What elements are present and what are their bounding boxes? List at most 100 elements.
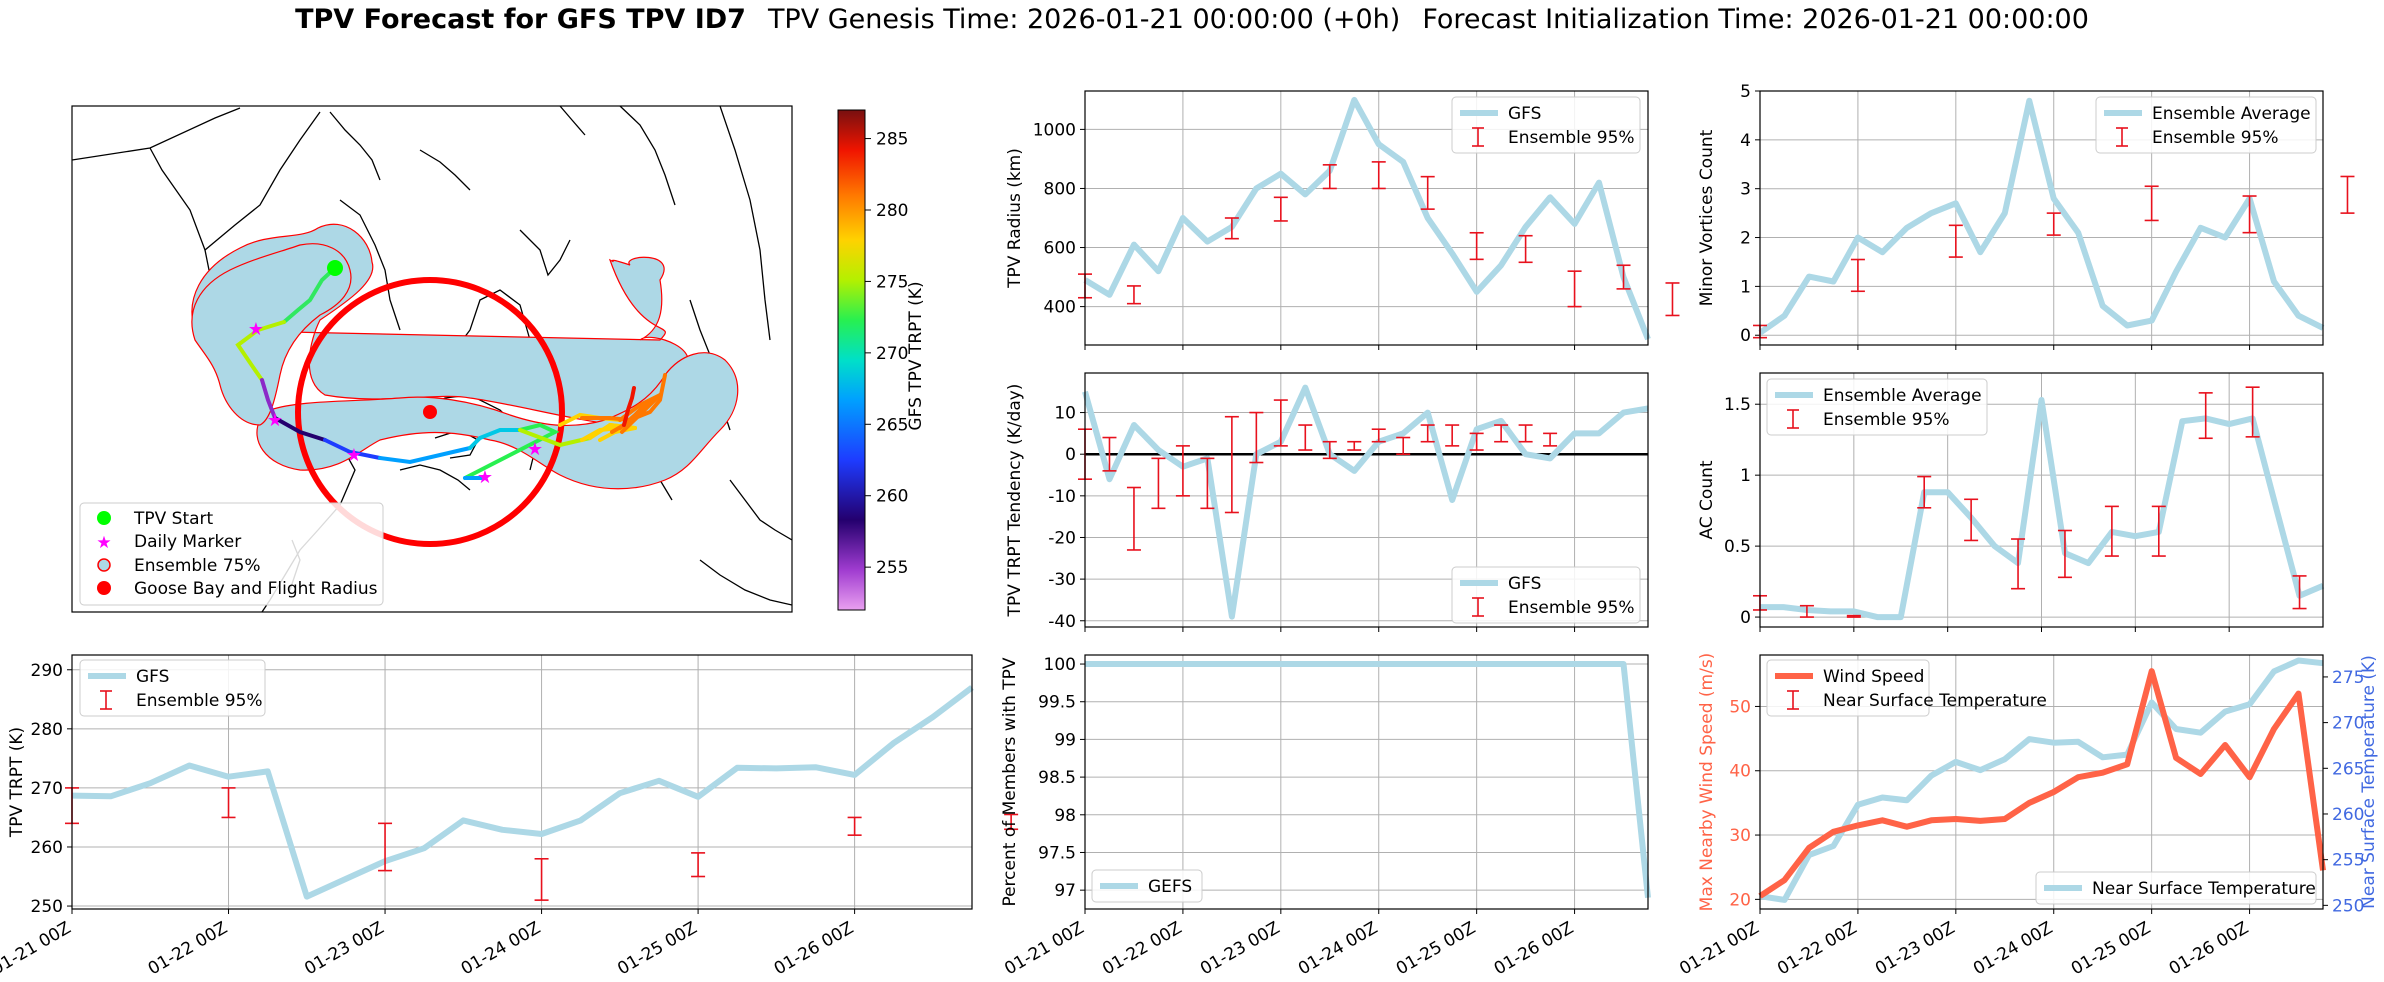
temperature-line xyxy=(1759,657,2324,903)
ensemble-errorbar xyxy=(1518,234,1533,264)
colorbar: 255 260 265 270 275 280 285 GFS TPV TRPT (K) xyxy=(837,109,926,611)
ensemble-errorbar xyxy=(221,787,236,819)
y2-tick-label: 255 xyxy=(2332,851,2364,871)
y-tick-label: 290 xyxy=(31,661,63,681)
y-tick-label: 50 xyxy=(1729,697,1751,717)
y-tick-label: 2 xyxy=(1740,229,1751,249)
y-tick-label: 3 xyxy=(1740,180,1751,200)
y-tick-label: 0 xyxy=(1740,326,1751,346)
y2-tick-label: 265 xyxy=(2332,759,2364,779)
ensemble-errorbar xyxy=(1298,424,1313,451)
colorbar-tick-label: 285 xyxy=(876,130,908,150)
ensemble-errorbar xyxy=(1420,175,1435,210)
x-tick-label: 01-21 00Z xyxy=(0,918,75,979)
series-line xyxy=(1082,384,1649,620)
radius-chart: 400 600 800 1000 TPV Radius (km) GFS Ensemble … xyxy=(1005,90,1680,350)
ensemble-errorbar xyxy=(1445,424,1460,447)
series-line xyxy=(1758,97,2325,336)
daily-marker: ★ xyxy=(477,467,493,488)
y2-tick-label: 275 xyxy=(2332,668,2364,688)
ensemble-errorbar xyxy=(1175,445,1190,497)
ensemble-errorbar xyxy=(2151,505,2166,557)
series-line xyxy=(1083,96,1651,341)
ensemble-errorbar xyxy=(1964,498,1979,542)
map-coastlines xyxy=(72,106,792,612)
ensemble-errorbar xyxy=(2292,575,2307,610)
y-tick-label: 800 xyxy=(1044,179,1076,199)
daily-marker: ★ xyxy=(267,410,283,431)
legend-box xyxy=(1451,566,1641,624)
x-tick-label: 01-25 00Z xyxy=(2068,918,2154,979)
colorbar-label: GFS TPV TRPT (K) xyxy=(906,281,926,430)
ensemble-errorbar xyxy=(1396,436,1411,455)
y-axis-label: Percent of Members with TPV xyxy=(1000,657,1020,906)
x-tick-label: 01-22 00Z xyxy=(145,918,231,979)
ensemble-errorbar xyxy=(378,822,393,872)
x-tick-label: 01-22 00Z xyxy=(1099,918,1185,979)
ensemble-errorbar xyxy=(847,816,862,836)
ensemble-errorbar xyxy=(1126,486,1141,551)
legend-start-label: TPV Start xyxy=(133,509,214,529)
y-tick-label: 250 xyxy=(31,897,63,917)
ensemble-errorbar xyxy=(1917,475,1932,509)
plot-frame xyxy=(1084,372,1649,628)
ensemble-errorbar xyxy=(2245,386,2260,438)
y-tick-label: 1.5 xyxy=(1724,395,1751,415)
ensemble-errorbar xyxy=(1616,264,1631,290)
plot-frame xyxy=(1759,90,2324,346)
ensemble-errorbar xyxy=(2144,185,2159,222)
y-axis-label: TPV TRPT Tendency (K/day) xyxy=(1005,384,1025,618)
ensemble-errorbar xyxy=(1567,270,1582,308)
ensemble-errorbar xyxy=(2198,392,2213,440)
plot-frame xyxy=(1759,654,2324,910)
ensemble-errorbar xyxy=(2011,538,2026,590)
y-tick-label: 30 xyxy=(1729,826,1751,846)
y2-tick-label: 270 xyxy=(2332,714,2364,734)
chart-legend: GFS Ensemble 95% xyxy=(79,659,266,717)
legend-label: Ensemble 95% xyxy=(1823,410,1950,430)
colorbar-tick-label: 270 xyxy=(876,344,908,364)
ensemble-errorbar xyxy=(1850,258,1865,293)
map-panel: ★ ★ ★ ★ ★ TPV Start ★ Daily Marker Ensem… xyxy=(71,105,793,613)
legend-label: GFS xyxy=(136,667,169,687)
legend-box xyxy=(2035,871,2317,905)
series-line xyxy=(1085,661,1651,899)
x-tick-label: 01-26 00Z xyxy=(2166,918,2252,979)
ensemble-errorbar xyxy=(1948,224,1963,258)
daily-marker: ★ xyxy=(527,439,543,460)
legend-label: Near Surface Temperature xyxy=(2092,879,2316,899)
y-tick-label: 400 xyxy=(1044,298,1076,318)
x-tick-label: 01-24 00Z xyxy=(1295,918,1381,979)
y-tick-label: 1 xyxy=(1740,277,1751,297)
tpv-start-marker xyxy=(327,260,343,276)
y-tick-label: 270 xyxy=(31,779,63,799)
tpv-track-east xyxy=(580,386,657,442)
ensemble-errorbar xyxy=(1347,440,1362,451)
colorbar-gradient xyxy=(837,109,866,611)
y-tick-label: 20 xyxy=(1729,890,1751,910)
legend-label: Ensemble 95% xyxy=(1508,128,1635,148)
ensemble-errorbar xyxy=(1200,457,1215,510)
x-tick-label: 01-26 00Z xyxy=(1491,918,1577,979)
map-legend: TPV Start ★ Daily Marker Ensemble 75% Go… xyxy=(79,502,384,606)
daily-marker: ★ xyxy=(248,319,264,340)
ensemble-errorbar xyxy=(1102,436,1117,472)
y-tick-label: 5 xyxy=(1740,82,1751,102)
plot-frame xyxy=(1084,654,1649,910)
y-tick-label: 97.5 xyxy=(1038,843,1076,863)
colorbar-ticks: 255 260 265 270 275 280 285 xyxy=(865,130,908,578)
ensemble-errorbar xyxy=(1494,424,1509,443)
plot-area xyxy=(1085,655,1648,909)
ensemble-errorbar xyxy=(1371,161,1386,190)
ensemble-errorbar xyxy=(2057,529,2072,579)
y-axis-label: Max Nearby Wind Speed (m/s) xyxy=(1697,653,1717,912)
legend-label: Ensemble 95% xyxy=(1508,598,1635,618)
y-tick-label: -40 xyxy=(1048,612,1076,632)
y-tick-label: 98 xyxy=(1054,806,1076,826)
legend-ensemble-icon xyxy=(97,558,111,572)
minor-vortices-chart: 0 1 2 3 4 5 Minor Vortices Count Ensemble Avera… xyxy=(1697,82,2355,350)
ensemble-errorbar xyxy=(1322,440,1337,460)
y-tick-label: -20 xyxy=(1048,528,1076,548)
ensemble-75-region-east xyxy=(256,352,739,490)
